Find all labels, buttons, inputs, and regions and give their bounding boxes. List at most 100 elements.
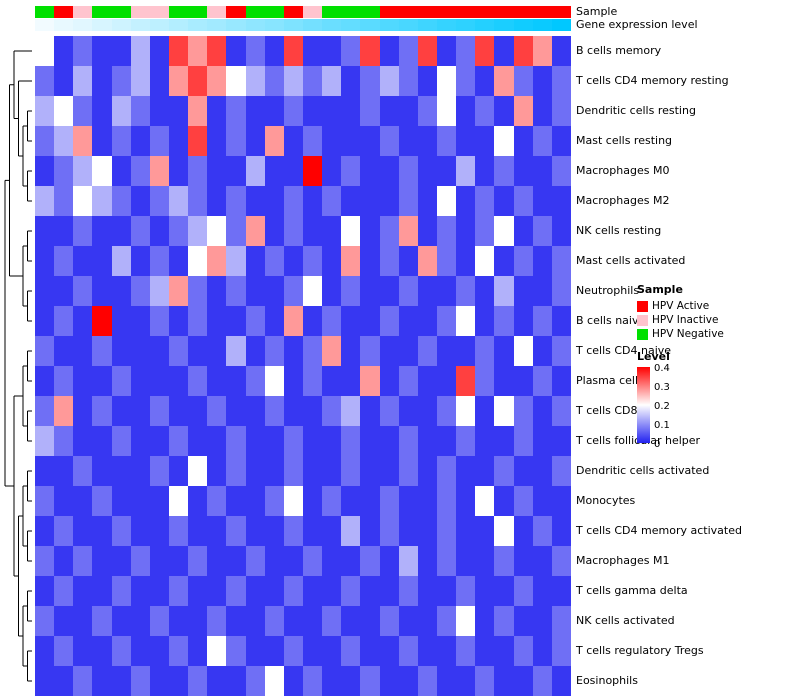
heatmap-cell — [379, 276, 399, 306]
heatmap-cell — [283, 276, 303, 306]
heatmap-cell — [92, 636, 112, 666]
heatmap-cell — [475, 486, 495, 516]
heatmap-cell — [92, 546, 112, 576]
heatmap-cell — [73, 486, 93, 516]
heatmap-cell — [456, 666, 476, 696]
expression-annotation-cell — [379, 19, 399, 31]
heatmap-cell — [302, 306, 323, 336]
heatmap-cell — [35, 126, 55, 156]
heatmap-cell — [130, 516, 150, 546]
row-label: B cells memory — [576, 44, 662, 57]
heatmap-cell — [379, 306, 399, 336]
expression-annotation-cell — [417, 19, 437, 31]
sample-annotation-cell — [188, 6, 208, 18]
heatmap-cell — [111, 396, 131, 426]
heatmap-cell — [494, 516, 514, 546]
heatmap-cell — [54, 396, 74, 426]
heatmap-cell — [398, 426, 418, 456]
row-label: Monocytes — [576, 494, 636, 507]
sample-annotation-cell — [456, 6, 476, 18]
heatmap-cell — [92, 576, 112, 606]
heatmap-cell — [417, 96, 437, 126]
heatmap-cell — [35, 606, 55, 636]
heatmap-cell — [73, 576, 93, 606]
heatmap-cell — [398, 216, 418, 246]
heatmap-cell — [360, 636, 380, 666]
heatmap-cell — [245, 426, 265, 456]
heatmap-cell — [54, 66, 74, 96]
expression-annotation-cell — [513, 19, 533, 31]
row-label: Macrophages M0 — [576, 164, 670, 177]
heatmap-cell — [188, 246, 208, 276]
heatmap-cell — [302, 516, 323, 546]
heatmap-cell — [398, 486, 418, 516]
heatmap-cell — [456, 546, 476, 576]
heatmap-cell — [513, 96, 533, 126]
heatmap-cell — [149, 366, 169, 396]
heatmap-cell — [513, 156, 533, 186]
heatmap-cell — [456, 606, 476, 636]
heatmap-cell — [73, 426, 93, 456]
heatmap-cell — [360, 336, 380, 366]
heatmap-cell — [341, 36, 361, 66]
heatmap-cell — [35, 456, 55, 486]
heatmap-cell — [35, 336, 55, 366]
heatmap-cell — [149, 456, 169, 486]
heatmap-cell — [226, 246, 246, 276]
heatmap-cell — [417, 156, 437, 186]
heatmap-cell — [130, 66, 150, 96]
heatmap-cell — [494, 426, 514, 456]
heatmap-cell — [532, 606, 552, 636]
heatmap-cell — [264, 516, 284, 546]
heatmap-cell — [130, 96, 150, 126]
heatmap-cell — [341, 336, 361, 366]
sample-annotation-cell — [532, 6, 552, 18]
heatmap-cell — [73, 456, 93, 486]
heatmap-cell — [475, 666, 495, 696]
heatmap-cell — [322, 186, 342, 216]
heatmap-cell — [379, 636, 399, 666]
heatmap-cell — [436, 66, 457, 96]
heatmap-cell — [532, 366, 552, 396]
sample-annotation-cell — [54, 6, 74, 18]
heatmap-cell — [417, 366, 437, 396]
heatmap-cell — [436, 156, 457, 186]
heatmap-cell — [322, 456, 342, 486]
heatmap-cell — [417, 306, 437, 336]
heatmap-cell — [513, 606, 533, 636]
heatmap-cell — [92, 66, 112, 96]
heatmap-cell — [207, 216, 227, 246]
legend-swatch — [637, 328, 648, 340]
heatmap-cell — [456, 426, 476, 456]
heatmap-cell — [475, 546, 495, 576]
heatmap-cell — [494, 636, 514, 666]
legend-swatch — [637, 300, 648, 312]
sample-annotation-cell — [226, 6, 246, 18]
heatmap-cell — [436, 276, 457, 306]
heatmap-cell — [188, 186, 208, 216]
heatmap-cell — [188, 636, 208, 666]
row-label: T cells CD8 — [576, 404, 638, 417]
row-label: Neutrophils — [576, 284, 640, 297]
heatmap-cell — [417, 36, 437, 66]
heatmap-cell — [379, 456, 399, 486]
heatmap-cell — [302, 546, 323, 576]
heatmap-cell — [475, 186, 495, 216]
heatmap-cell — [551, 216, 571, 246]
heatmap-cell — [417, 636, 437, 666]
heatmap-cell — [532, 486, 552, 516]
sample-annotation-cell — [245, 6, 265, 18]
heatmap-cell — [92, 366, 112, 396]
row-label: Mast cells resting — [576, 134, 673, 147]
heatmap-cell — [264, 426, 284, 456]
heatmap-cell — [226, 96, 246, 126]
heatmap-cell — [341, 606, 361, 636]
heatmap-cell — [111, 126, 131, 156]
heatmap-cell — [456, 156, 476, 186]
sample-annotation-cell — [475, 6, 495, 18]
heatmap-cell — [341, 156, 361, 186]
level-tick-label: 0.1 — [654, 420, 670, 431]
heatmap-cell — [398, 276, 418, 306]
heatmap-cell — [341, 666, 361, 696]
heatmap-cell — [54, 186, 74, 216]
